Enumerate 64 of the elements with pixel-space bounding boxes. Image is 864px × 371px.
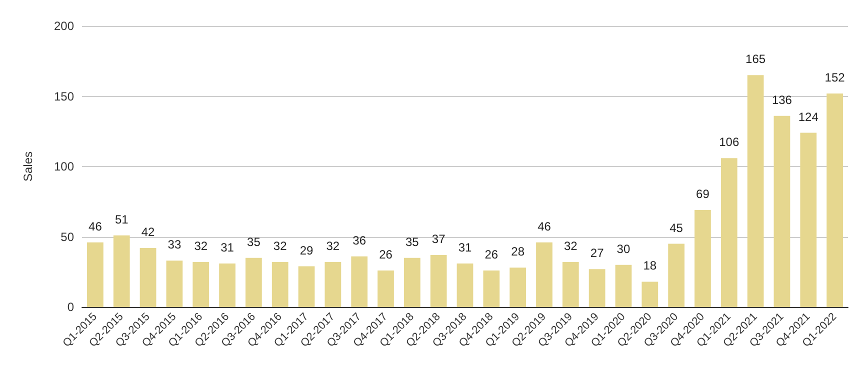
bar [642, 282, 658, 307]
data-label: 136 [772, 92, 792, 107]
bar [800, 132, 817, 307]
bar [113, 235, 130, 307]
bar [747, 75, 764, 307]
data-label: 42 [141, 224, 156, 239]
y-tick-label: 0 [67, 300, 74, 314]
y-tick-label: 100 [54, 160, 74, 174]
bar [826, 93, 843, 307]
bar [272, 262, 288, 307]
bar [166, 260, 183, 307]
bar [694, 210, 711, 307]
bar [378, 270, 394, 307]
data-label: 35 [405, 234, 420, 249]
data-label: 45 [670, 220, 684, 235]
data-label: 31 [458, 240, 472, 254]
y-tick-label: 150 [54, 89, 74, 104]
data-label: 35 [247, 234, 261, 249]
data-label: 26 [484, 247, 498, 262]
bar [298, 266, 315, 307]
bar [615, 264, 632, 307]
bar [430, 255, 447, 307]
data-label: 18 [643, 258, 657, 273]
data-label: 26 [379, 247, 393, 262]
data-label: 165 [746, 52, 766, 66]
data-label: 46 [538, 219, 552, 234]
y-axis-title: Sales [21, 151, 35, 182]
data-label: 32 [194, 239, 208, 254]
bar [588, 269, 606, 307]
data-label: 32 [326, 239, 340, 254]
data-label: 106 [719, 135, 740, 150]
bar [510, 268, 526, 307]
data-label: 37 [432, 232, 446, 246]
bar [246, 258, 262, 307]
bar [668, 244, 684, 307]
bar [774, 116, 790, 307]
data-label: 69 [696, 187, 710, 202]
bar [483, 270, 500, 307]
data-label: 46 [88, 219, 102, 234]
y-tick-label: 50 [60, 230, 74, 244]
bar [87, 242, 104, 307]
data-label: 29 [300, 243, 314, 258]
data-label: 51 [114, 212, 129, 226]
data-label: 30 [616, 242, 630, 256]
bar [404, 258, 420, 307]
bar [536, 242, 552, 307]
y-tick-label: 200 [54, 19, 74, 33]
bar [720, 158, 738, 307]
data-label: 27 [590, 246, 604, 260]
data-label: 28 [511, 244, 525, 259]
data-label: 124 [798, 110, 819, 124]
data-label: 32 [564, 239, 578, 254]
bar [562, 262, 579, 307]
data-label: 152 [824, 70, 846, 84]
bar [324, 262, 342, 307]
bar [192, 262, 210, 307]
data-label: 36 [352, 233, 366, 248]
data-label: 31 [220, 240, 234, 254]
data-label: 32 [273, 239, 288, 254]
bar [351, 256, 368, 307]
bar [219, 263, 236, 307]
bar [456, 263, 474, 307]
bar [140, 248, 156, 307]
data-label: 33 [168, 238, 182, 252]
